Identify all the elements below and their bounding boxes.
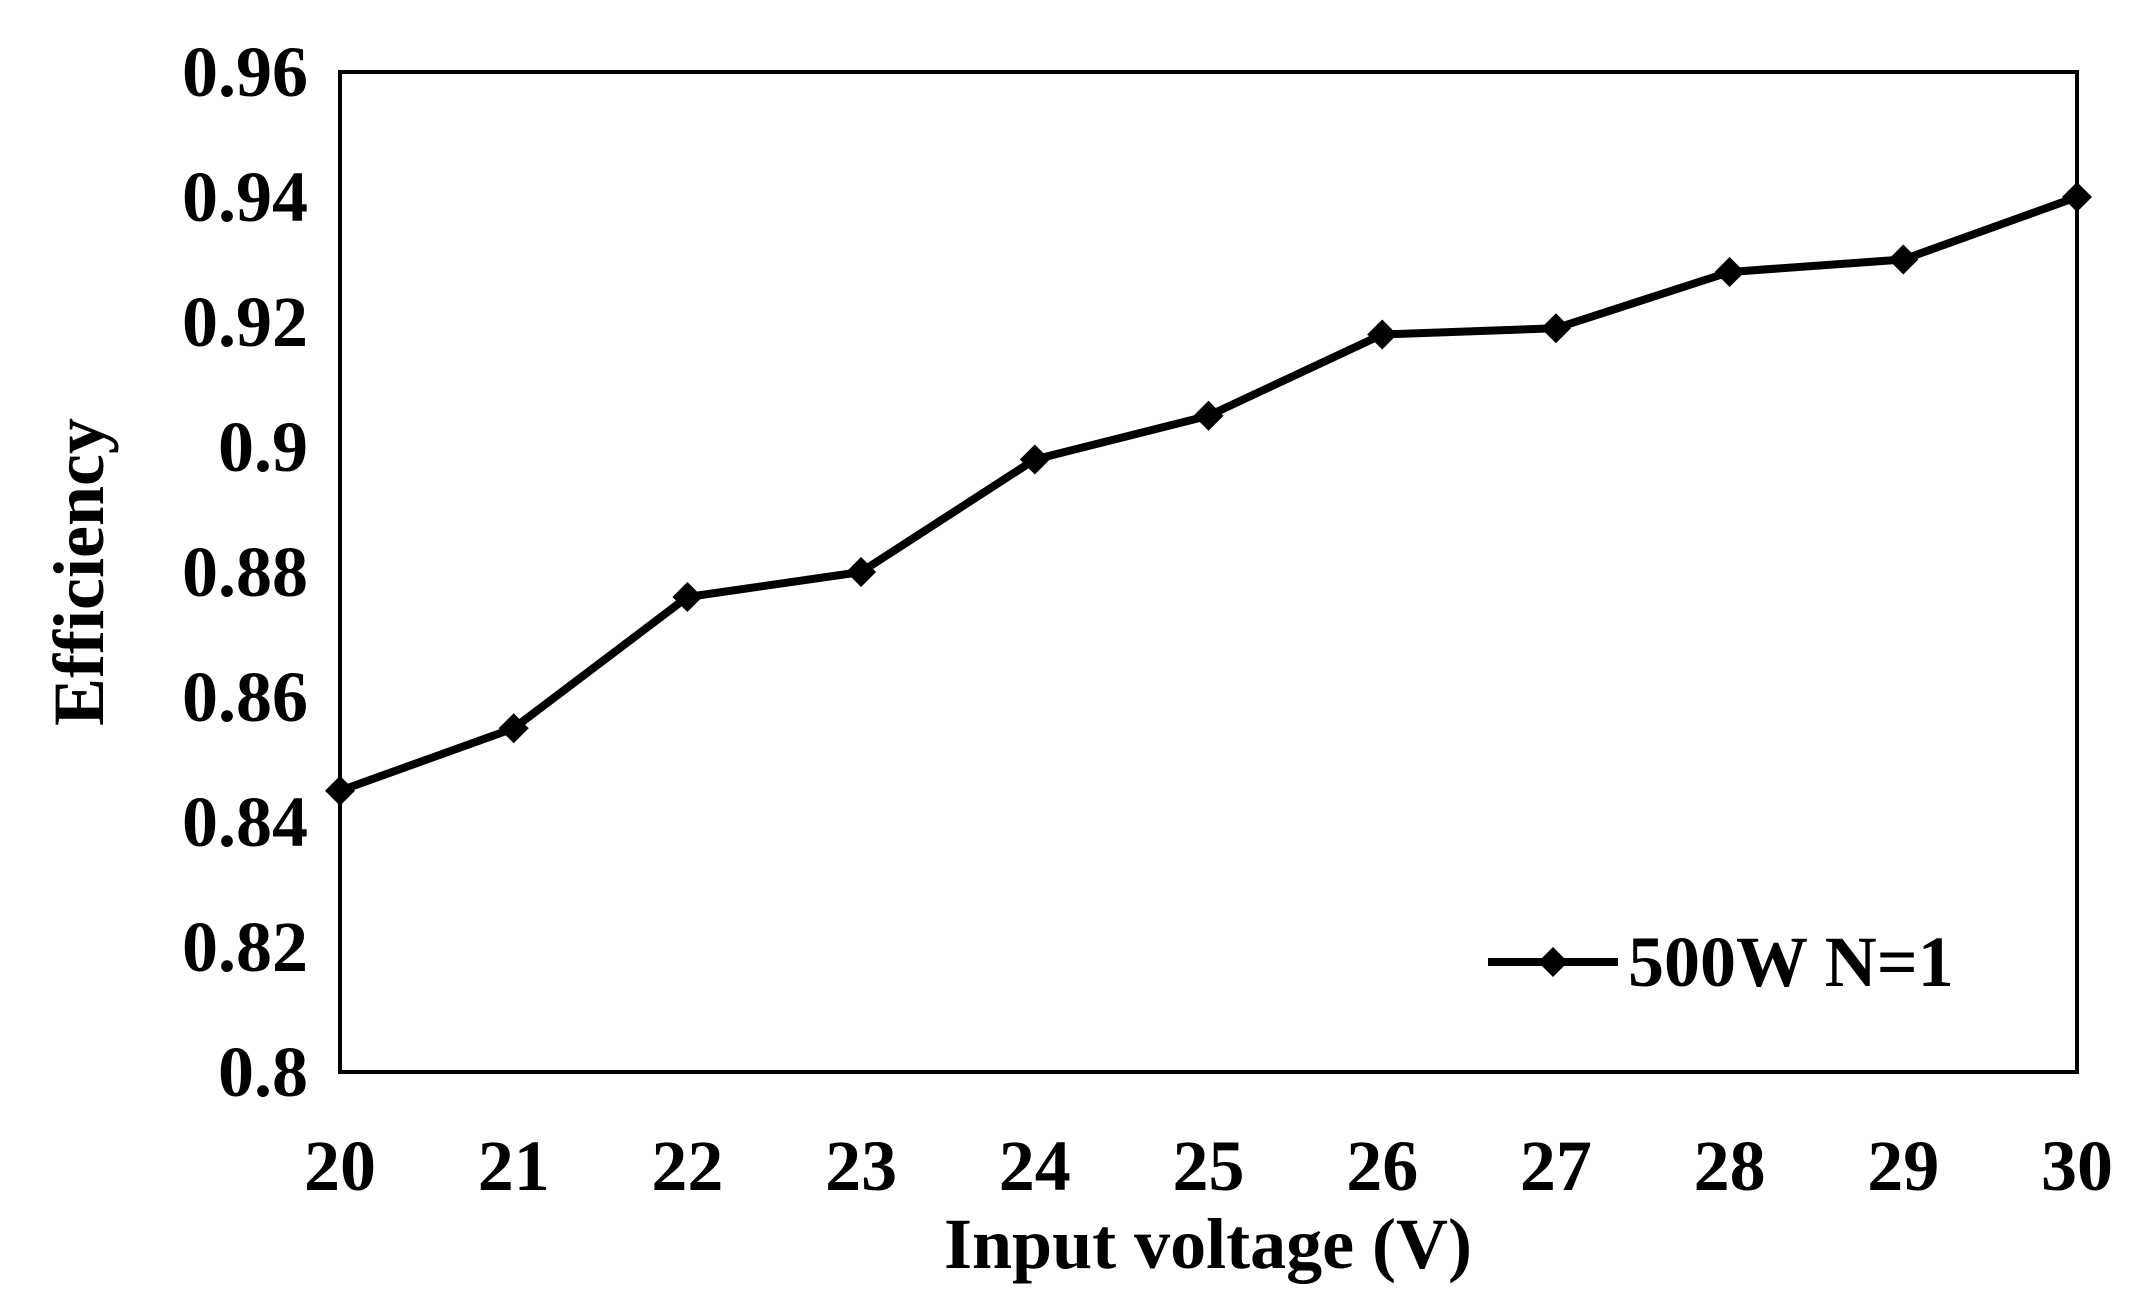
- x-tick-label: 22: [651, 1126, 723, 1206]
- legend-label: 500W N=1: [1628, 922, 1954, 1002]
- data-point-marker: [1193, 400, 1224, 431]
- y-tick-label: 0.82: [182, 907, 308, 987]
- data-point-marker: [1019, 444, 1050, 475]
- x-tick-label: 24: [999, 1126, 1071, 1206]
- data-point-marker: [672, 582, 703, 612]
- data-point-marker: [498, 713, 529, 744]
- y-tick-label: 0.9: [218, 407, 308, 487]
- x-axis-title: Input voltage (V): [944, 1204, 1472, 1284]
- x-tick-label: 30: [2041, 1126, 2113, 1206]
- data-point-marker: [1888, 244, 1919, 275]
- x-tick-label: 23: [825, 1126, 897, 1206]
- series-layer: [325, 182, 2092, 806]
- data-point-marker: [1540, 313, 1571, 344]
- data-point-marker: [1367, 319, 1398, 350]
- data-point-marker: [1714, 257, 1745, 287]
- y-tick-label: 0.8: [218, 1032, 308, 1112]
- data-point-marker: [325, 775, 355, 806]
- x-tick-label: 20: [304, 1126, 376, 1206]
- x-tick-label: 26: [1346, 1126, 1418, 1206]
- y-tick-label: 0.92: [182, 282, 308, 362]
- y-tick-label: 0.88: [182, 532, 308, 612]
- y-tick-label: 0.86: [182, 657, 308, 737]
- x-tick-label: 29: [1867, 1126, 1939, 1206]
- x-tick-label: 21: [478, 1126, 550, 1206]
- legend-marker: [1538, 947, 1568, 977]
- data-point-marker: [2062, 182, 2092, 212]
- x-tick-label: 27: [1520, 1126, 1592, 1206]
- data-point-marker: [846, 557, 877, 587]
- x-tick-label: 25: [1173, 1126, 1245, 1206]
- x-tick-label: 28: [1694, 1126, 1766, 1206]
- y-axis-title: Efficiency: [39, 418, 119, 726]
- legend: 500W N=1: [1488, 922, 1954, 1002]
- y-tick-label: 0.84: [182, 782, 308, 862]
- series-line: [338, 193, 2079, 795]
- y-tick-label: 0.96: [182, 32, 308, 112]
- plot-area-frame: [338, 70, 2079, 1074]
- y-axis-tick-labels: 0.8 0.82 0.84 0.86 0.88 0.9 0.92 0.94 0.96: [182, 32, 308, 1112]
- x-axis-tick-labels: 20 21 22 23 24 25 26 27 28 29 30: [304, 1126, 2113, 1206]
- y-tick-label: 0.94: [182, 157, 308, 237]
